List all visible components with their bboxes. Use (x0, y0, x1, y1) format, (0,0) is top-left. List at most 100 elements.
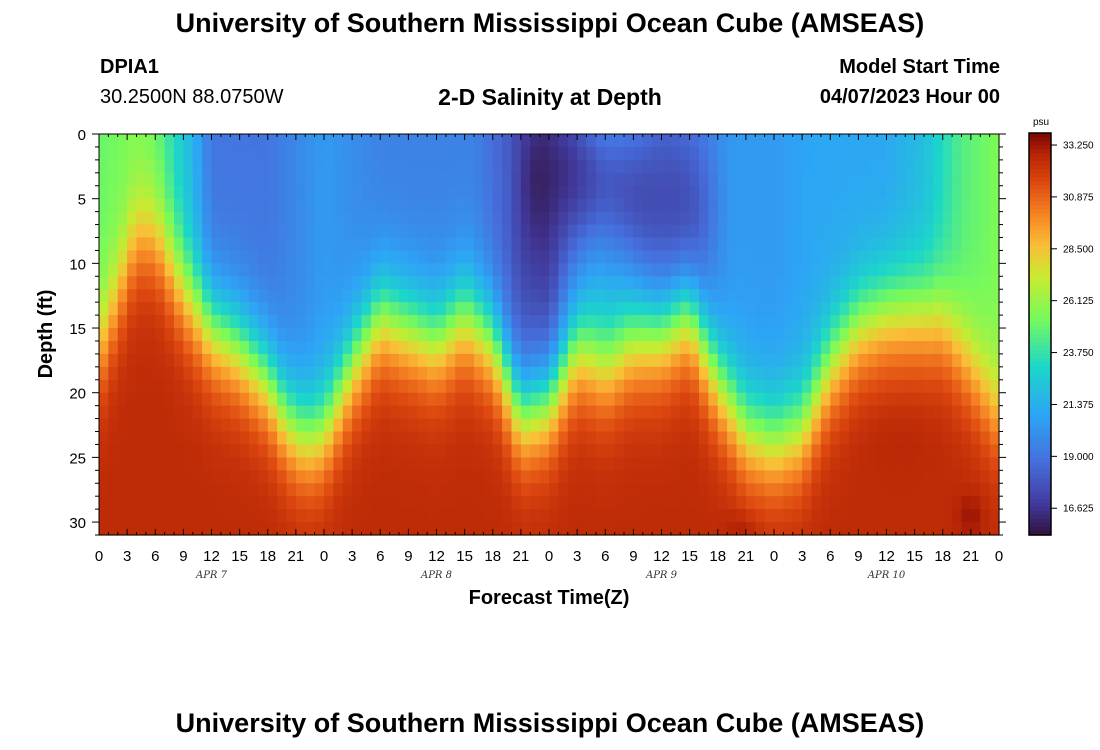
heatmap-cell (774, 509, 784, 523)
heatmap-cell (970, 483, 981, 497)
heatmap-cell (633, 366, 644, 381)
heatmap-cell (727, 276, 738, 290)
heatmap-cell (614, 418, 625, 433)
heatmap-cell (436, 483, 447, 497)
heatmap-cell (670, 353, 681, 368)
heatmap-cell (783, 522, 794, 536)
heatmap-cell (445, 224, 456, 239)
heatmap-cell (417, 418, 428, 433)
heatmap-cell (492, 405, 503, 420)
heatmap-cell (755, 457, 766, 471)
colorbar-ticks: 33.25030.87528.50026.12523.75021.37519.0… (1051, 141, 1094, 515)
heatmap-cell (914, 250, 925, 264)
heatmap-cell (670, 509, 681, 523)
heatmap-cell (558, 379, 569, 394)
heatmap-cell (961, 198, 972, 213)
heatmap-cell (886, 509, 897, 523)
heatmap-cell (164, 496, 175, 510)
heatmap-cell (183, 289, 194, 303)
heatmap-cell (699, 172, 709, 187)
x-tick-label: 21 (963, 548, 980, 565)
heatmap-cell (539, 250, 550, 264)
heatmap-cell (558, 289, 569, 303)
heatmap-cell (839, 509, 850, 523)
heatmap-cell (577, 146, 588, 161)
heatmap-cell (605, 522, 616, 536)
heatmap-cell (117, 379, 128, 394)
salinity-heatmap (99, 134, 1000, 536)
heatmap-cell (792, 289, 803, 303)
heatmap-cell (399, 366, 409, 381)
heatmap-cell (520, 224, 531, 239)
heatmap-cell (239, 379, 250, 394)
heatmap-cell (220, 315, 231, 329)
heatmap-cell (417, 457, 428, 471)
x-tick-label: 6 (151, 548, 159, 565)
heatmap-cell (427, 172, 438, 187)
heatmap-cell (567, 522, 578, 536)
heatmap-cell (586, 496, 597, 510)
heatmap-cell (511, 366, 522, 381)
heatmap-cell (455, 431, 466, 446)
heatmap-cell (858, 276, 869, 290)
heatmap-cell (286, 457, 297, 471)
heatmap-cell (183, 418, 194, 433)
heatmap-cell (211, 134, 222, 148)
heatmap-cell (539, 392, 550, 407)
heatmap-cell (820, 185, 831, 200)
station-id: DPIA1 (100, 56, 159, 78)
heatmap-cell (689, 353, 700, 368)
heatmap-cell (492, 146, 503, 161)
heatmap-cell (155, 379, 166, 394)
heatmap-cell (370, 302, 381, 316)
heatmap-cell (989, 418, 1000, 433)
heatmap-cell (661, 418, 672, 433)
heatmap-cell (961, 185, 972, 200)
heatmap-cell (502, 483, 513, 497)
heatmap-cell (980, 405, 991, 420)
heatmap-cell (736, 237, 747, 252)
heatmap-cell (736, 276, 747, 290)
heatmap-cell (942, 224, 953, 239)
x-tick-label: 0 (995, 548, 1003, 565)
heatmap-cell (614, 198, 625, 213)
heatmap-cell (164, 224, 175, 239)
heatmap-cell (633, 509, 644, 523)
heatmap-cell (549, 237, 559, 252)
heatmap-cell (436, 237, 447, 252)
heatmap-cell (745, 211, 756, 226)
heatmap-cell (549, 159, 559, 174)
heatmap-cell (642, 392, 653, 407)
heatmap-cell (633, 340, 644, 355)
heatmap-cell (605, 418, 616, 433)
heatmap-cell (708, 302, 719, 316)
x-tick-label: 0 (770, 548, 778, 565)
heatmap-cell (174, 405, 184, 420)
heatmap-cell (680, 418, 691, 433)
heatmap-cell (680, 250, 691, 264)
heatmap-cell (586, 328, 597, 342)
heatmap-cell (942, 289, 953, 303)
heatmap-cell (980, 315, 991, 329)
heatmap-cell (445, 379, 456, 394)
heatmap-cell (652, 457, 663, 471)
heatmap-cell (811, 470, 822, 484)
x-axis-label: Forecast Time(Z) (469, 587, 630, 609)
heatmap-cell (886, 302, 897, 316)
heatmap-cell (914, 444, 925, 458)
heatmap-cell (830, 250, 841, 264)
heatmap-cell (670, 496, 681, 510)
heatmap-cell (380, 250, 391, 264)
heatmap-cell (295, 276, 306, 290)
heatmap-cell (989, 289, 1000, 303)
colorbar-cell (1029, 486, 1051, 492)
heatmap-cell (277, 418, 288, 433)
heatmap-cell (633, 224, 644, 239)
heatmap-cell (764, 263, 775, 277)
heatmap-cell (755, 470, 766, 484)
heatmap-cell (436, 379, 447, 394)
heatmap-cell (361, 276, 372, 290)
heatmap-cell (699, 392, 709, 407)
heatmap-cell (342, 470, 353, 484)
heatmap-cell (614, 224, 625, 239)
